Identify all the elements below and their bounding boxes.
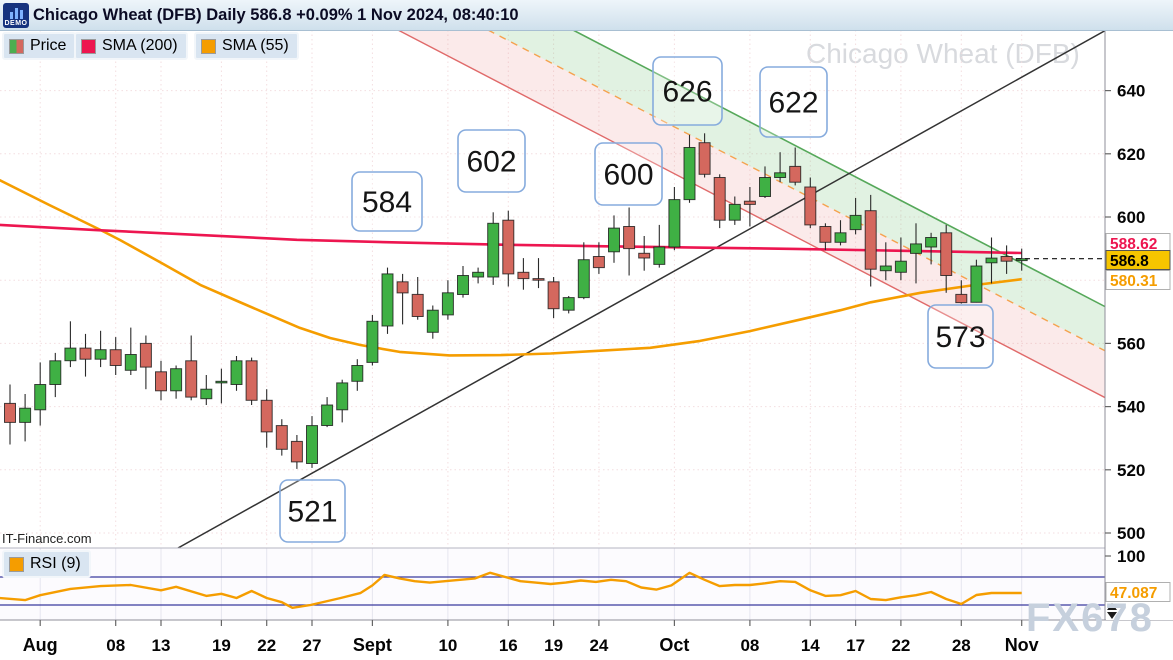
rsi-panel[interactable] — [0, 548, 1105, 620]
svg-text:560: 560 — [1117, 334, 1145, 353]
svg-text:47.087: 47.087 — [1110, 585, 1157, 602]
svg-text:Oct: Oct — [659, 635, 689, 655]
svg-text:13: 13 — [152, 636, 171, 655]
legend-chip-sma200[interactable]: SMA (200) — [74, 32, 188, 60]
svg-text:22: 22 — [891, 636, 910, 655]
svg-text:08: 08 — [740, 636, 759, 655]
main-gridlines — [0, 30, 1105, 548]
svg-text:573: 573 — [935, 321, 985, 354]
swing-labels: 521 584 602 600 626 622 573 — [279, 56, 994, 543]
svg-text:521: 521 — [287, 496, 337, 529]
svg-text:600: 600 — [603, 159, 653, 192]
svg-text:19: 19 — [544, 636, 563, 655]
trend-channel[interactable] — [397, 30, 1105, 399]
svg-text:Nov: Nov — [1005, 635, 1039, 655]
svg-text:27: 27 — [303, 636, 322, 655]
logo-demo-label: DEMO — [4, 19, 28, 27]
svg-text:626: 626 — [662, 76, 712, 109]
sma55-swatch-icon — [201, 38, 216, 54]
legend-rsi-label: RSI (9) — [30, 555, 81, 572]
svg-text:Aug: Aug — [23, 635, 58, 655]
svg-text:100: 100 — [1117, 547, 1145, 566]
time-axis[interactable]: Aug 08 13 19 22 27 Sept 10 16 19 24 Oct 08 14 17 22 28 No… — [0, 620, 1173, 660]
swing-label-600[interactable]: 600 — [594, 142, 663, 206]
swing-label-602[interactable]: 602 — [457, 129, 526, 193]
axis-marker-sma200: 588.62 — [1105, 233, 1171, 253]
sma200-line[interactable] — [0, 223, 1022, 255]
svg-text:14: 14 — [801, 636, 820, 655]
svg-text:580.31: 580.31 — [1110, 273, 1158, 290]
svg-text:600: 600 — [1117, 208, 1145, 227]
svg-text:540: 540 — [1117, 398, 1145, 417]
price-swatch-icon — [9, 38, 24, 54]
legend-chip-price[interactable]: Price — [2, 32, 77, 60]
sma55-line[interactable] — [0, 178, 1022, 357]
svg-text:640: 640 — [1117, 82, 1145, 101]
svg-text:602: 602 — [466, 146, 516, 179]
svg-text:Sept: Sept — [353, 635, 392, 655]
legend-sma200-label: SMA (200) — [102, 37, 178, 54]
rsi-line — [0, 571, 1022, 609]
rsi-swatch-icon — [9, 556, 24, 572]
candlestick-logo-icon — [9, 6, 23, 19]
legend-chip-sma55[interactable]: SMA (55) — [194, 32, 299, 60]
swing-label-626[interactable]: 626 — [652, 56, 723, 126]
svg-text:586.8: 586.8 — [1110, 253, 1149, 270]
axis-marker-last-price: 586.8 — [1105, 250, 1171, 270]
svg-text:22: 22 — [257, 636, 276, 655]
axis-marker-rsi: 47.087 — [1105, 582, 1171, 602]
axis-scroll-widget[interactable] — [1107, 603, 1117, 619]
swing-label-584[interactable]: 584 — [351, 171, 423, 232]
svg-text:19: 19 — [212, 636, 231, 655]
instrument-watermark: Chicago Wheat (DFB) — [806, 38, 1080, 69]
svg-text:28: 28 — [952, 636, 971, 655]
swing-label-622[interactable]: 622 — [759, 66, 828, 138]
svg-text:16: 16 — [499, 636, 518, 655]
provider-credit: IT-Finance.com — [2, 531, 92, 546]
swing-label-521[interactable]: 521 — [279, 479, 346, 543]
svg-text:500: 500 — [1117, 524, 1145, 543]
svg-text:588.62: 588.62 — [1110, 236, 1157, 253]
svg-text:17: 17 — [846, 636, 865, 655]
swing-label-573[interactable]: 573 — [927, 304, 994, 369]
panel-borders — [0, 30, 1173, 621]
instrument-title: Chicago Wheat (DFB) Daily 586.8 +0.09% 1… — [33, 5, 519, 24]
legend-chip-rsi[interactable]: RSI (9) — [2, 550, 91, 578]
legend-sma55-label: SMA (55) — [222, 37, 289, 54]
svg-text:622: 622 — [768, 87, 818, 120]
demo-logo-icon: DEMO — [3, 2, 29, 28]
trendline[interactable] — [177, 30, 1105, 548]
axis-marker-sma55: 580.31 — [1105, 270, 1171, 290]
svg-text:520: 520 — [1117, 461, 1145, 480]
legend-price-label: Price — [30, 37, 67, 54]
candlestick-series[interactable] — [4, 133, 1028, 469]
svg-text:584: 584 — [362, 186, 412, 219]
svg-text:24: 24 — [589, 636, 608, 655]
price-axis[interactable]: 640 620 600 560 540 520 500 100 588.62 586.8 58… — [1105, 30, 1173, 620]
svg-text:10: 10 — [438, 636, 457, 655]
title-bar: DEMO Chicago Wheat (DFB) Daily 586.8 +0.… — [0, 0, 1173, 31]
svg-text:08: 08 — [106, 636, 125, 655]
sma200-swatch-icon — [81, 38, 96, 54]
svg-text:620: 620 — [1117, 145, 1145, 164]
